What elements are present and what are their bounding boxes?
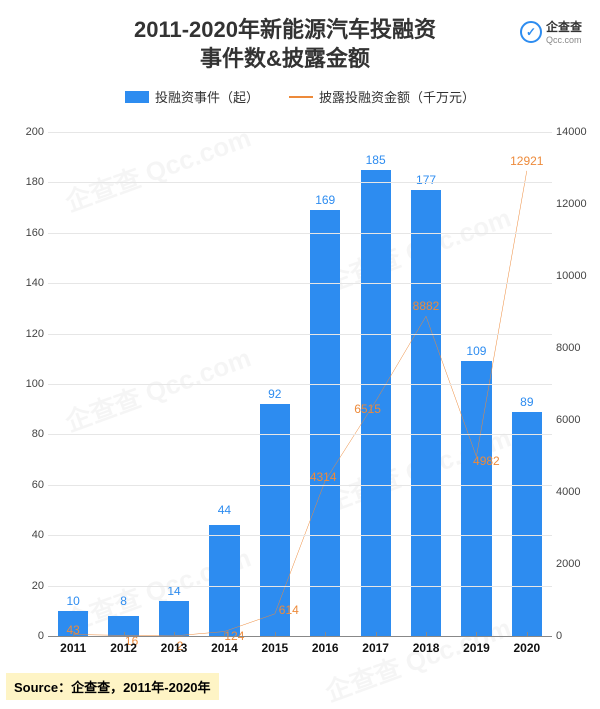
y-tick-left: 100	[14, 378, 44, 390]
legend-bar-label: 投融资事件（起）	[155, 87, 259, 106]
legend-bar-swatch	[125, 91, 149, 103]
legend-line-swatch	[289, 96, 313, 98]
y-tick-right: 14000	[556, 126, 596, 138]
y-tick-right: 0	[556, 630, 596, 642]
x-tick: 2015	[250, 637, 300, 656]
y-tick-left: 60	[14, 479, 44, 491]
y-tick-left: 0	[14, 630, 44, 642]
logo-subtext: Qcc.com	[546, 35, 582, 45]
x-tick: 2011	[48, 637, 98, 656]
y-tick-right: 8000	[556, 342, 596, 354]
y-tick-left: 200	[14, 126, 44, 138]
y-tick-right: 12000	[556, 198, 596, 210]
gridline	[48, 485, 552, 486]
gridline	[48, 384, 552, 385]
x-tick: 2012	[98, 637, 148, 656]
line-value-label: 6515	[354, 403, 381, 417]
gridline	[48, 434, 552, 435]
y-tick-right: 2000	[556, 558, 596, 570]
x-tick: 2013	[149, 637, 199, 656]
y-tick-right: 10000	[556, 270, 596, 282]
y-tick-left: 20	[14, 580, 44, 592]
line-value-label: 4314	[310, 470, 337, 484]
x-tick: 2018	[401, 637, 451, 656]
source-text: Source：企查查，2011年-2020年	[6, 673, 219, 700]
chart-area: 10814449216918517710989 0204060801001201…	[48, 132, 552, 656]
y-tick-left: 140	[14, 277, 44, 289]
gridline	[48, 334, 552, 335]
plot-area: 10814449216918517710989 0204060801001201…	[48, 132, 552, 636]
x-axis: 2011201220132014201520162017201820192020	[48, 636, 552, 656]
y-tick-left: 40	[14, 529, 44, 541]
y-tick-left: 120	[14, 328, 44, 340]
x-tick: 2019	[451, 637, 501, 656]
logo-icon: ✓	[520, 21, 542, 43]
line-value-label: 4982	[473, 454, 500, 468]
x-tick: 2014	[199, 637, 249, 656]
y-tick-left: 160	[14, 227, 44, 239]
x-tick: 2017	[350, 637, 400, 656]
line-path	[73, 171, 527, 636]
gridline	[48, 233, 552, 234]
chart-title: 2011-2020年新能源汽车投融资事件数&披露金额	[0, 0, 600, 73]
y-tick-left: 180	[14, 176, 44, 188]
x-tick: 2016	[300, 637, 350, 656]
legend-item-bar: 投融资事件（起）	[125, 87, 259, 106]
y-tick-left: 80	[14, 428, 44, 440]
gridline	[48, 283, 552, 284]
logo-text: 企查查	[546, 18, 582, 35]
line-value-label: 8882	[413, 299, 440, 313]
legend-item-line: 披露投融资金额（千万元）	[289, 87, 475, 106]
y-tick-right: 4000	[556, 486, 596, 498]
gridline	[48, 182, 552, 183]
line-value-label: 12921	[510, 154, 543, 168]
y-tick-right: 6000	[556, 414, 596, 426]
legend: 投融资事件（起） 披露投融资金额（千万元）	[0, 87, 600, 106]
gridline	[48, 132, 552, 133]
brand-logo: ✓ 企查查 Qcc.com	[520, 18, 582, 45]
legend-line-label: 披露投融资金额（千万元）	[319, 87, 475, 106]
x-tick: 2020	[502, 637, 552, 656]
line-value-label: 614	[279, 603, 299, 617]
gridline	[48, 586, 552, 587]
gridline	[48, 535, 552, 536]
